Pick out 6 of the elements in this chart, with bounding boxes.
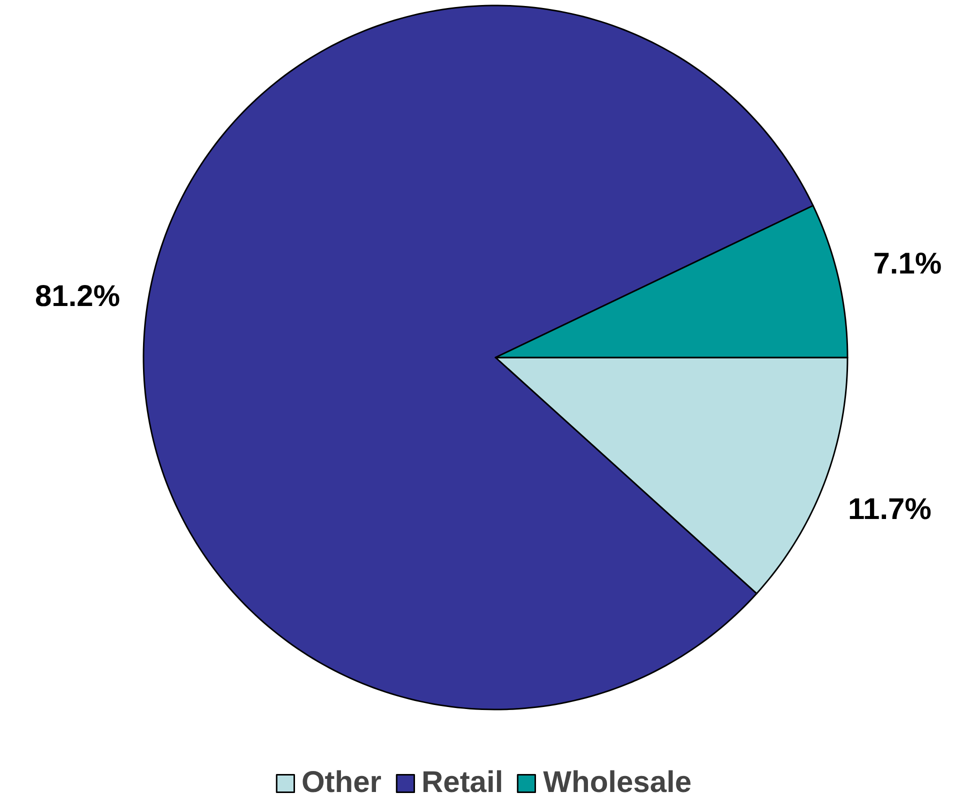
- legend-label: Other: [301, 766, 382, 800]
- data-label: 7.1%: [873, 248, 942, 281]
- data-label: 11.7%: [848, 492, 932, 526]
- legend-label: Wholesale: [543, 766, 692, 800]
- legend-label: Retail: [421, 766, 504, 800]
- data-label: 81.2%: [34, 280, 120, 314]
